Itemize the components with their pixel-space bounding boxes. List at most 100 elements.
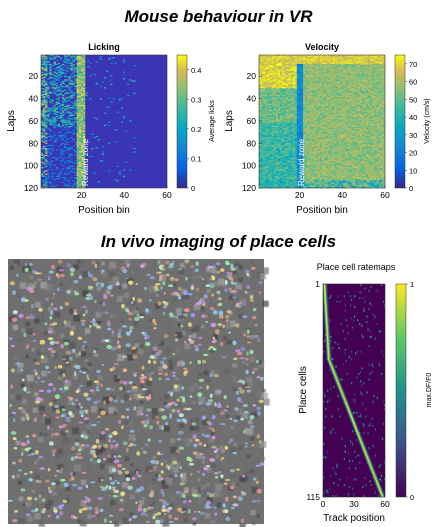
heatmap-cell	[345, 101, 348, 103]
heatmap-cell	[315, 60, 318, 62]
heatmap-cell	[277, 103, 281, 106]
heatmap-cell	[378, 67, 381, 69]
heatmap-cell	[290, 103, 293, 106]
heatmap-cell	[376, 60, 379, 62]
heatmap-cell	[83, 143, 86, 145]
heatmap-cell	[294, 90, 297, 92]
heatmap-cell	[319, 55, 323, 57]
heatmap-cell	[359, 80, 363, 82]
heatmap-cell	[74, 100, 77, 102]
heatmap-cell	[370, 78, 373, 80]
heatmap-cell	[74, 151, 77, 153]
heatmap-cell	[332, 77, 335, 79]
heatmap-cell	[49, 70, 52, 72]
heatmap-cell	[309, 92, 312, 94]
heatmap-cell	[326, 99, 329, 101]
heatmap-cell	[45, 104, 48, 107]
heatmap-cell	[57, 67, 61, 69]
heatmap-cell	[45, 118, 48, 120]
heatmap-cell	[382, 87, 386, 89]
heatmap-cell	[62, 104, 65, 107]
heatmap-cell	[49, 91, 52, 93]
heatmap-cell	[277, 111, 281, 113]
heatmap-cell	[372, 113, 375, 115]
heatmap-cell	[78, 180, 82, 182]
heatmap-cell	[347, 115, 350, 118]
heatmap-cell	[296, 58, 300, 60]
heatmap-cell	[351, 115, 354, 118]
heatmap-cell	[380, 114, 384, 117]
heatmap-cell	[345, 91, 348, 93]
heatmap-cell	[340, 78, 344, 80]
heatmap-cell	[361, 84, 365, 87]
heatmap-cell	[305, 103, 308, 106]
heatmap-cell	[76, 140, 79, 142]
heatmap-cell	[317, 88, 321, 90]
heatmap-cell	[263, 101, 266, 103]
heatmap-cell	[309, 105, 312, 108]
heatmap-cell	[326, 94, 329, 97]
heatmap-cell	[76, 133, 79, 135]
heatmap-cell	[317, 118, 321, 120]
heatmap-cell	[366, 104, 369, 107]
heatmap-cell	[269, 94, 272, 97]
heatmap-cell	[370, 102, 373, 104]
heatmap-cell	[307, 55, 310, 57]
heatmap-cell	[355, 69, 358, 71]
heatmap-cell	[343, 104, 346, 107]
heatmap-cell	[361, 104, 365, 107]
heatmap-cell	[76, 115, 79, 118]
heatmap-cell	[315, 109, 318, 111]
heatmap-cell	[282, 118, 285, 120]
heatmap-cell	[361, 107, 365, 109]
heatmap-cell	[380, 118, 384, 120]
heatmap-cell	[328, 92, 331, 94]
heatmap-cell	[328, 87, 331, 89]
heatmap-cell	[83, 100, 86, 102]
heatmap-cell	[305, 56, 308, 58]
heatmap-cell	[361, 119, 365, 121]
heatmap-cell	[43, 122, 46, 124]
heatmap-cell	[307, 57, 310, 59]
heatmap-cell	[277, 73, 281, 76]
heatmap-cell	[330, 111, 333, 113]
heatmap-cell	[68, 83, 71, 86]
heatmap-cell	[326, 69, 329, 71]
heatmap-cell	[275, 90, 279, 92]
heatmap-cell	[116, 111, 119, 113]
heatmap-cell	[336, 74, 339, 77]
heatmap-cell	[273, 99, 276, 101]
heatmap-cell	[380, 60, 384, 62]
heatmap-cell	[378, 89, 381, 91]
heatmap-cell	[57, 178, 61, 180]
heatmap-cell	[53, 110, 56, 112]
heatmap-cell	[349, 110, 352, 112]
heatmap-cell	[309, 63, 312, 66]
heatmap-cell	[355, 76, 358, 78]
heatmap-cell	[267, 78, 270, 80]
heatmap-cell	[41, 66, 44, 68]
heatmap-cell	[57, 131, 61, 133]
heatmap-cell	[366, 66, 369, 68]
heatmap-cell	[269, 120, 272, 122]
heatmap-cell	[99, 160, 103, 162]
heatmap-cell	[322, 57, 325, 59]
heatmap-cell	[324, 119, 327, 121]
heatmap-cell	[347, 72, 350, 74]
heatmap-cell	[324, 57, 327, 59]
heatmap-cell	[332, 90, 335, 92]
heatmap-cell	[72, 56, 75, 58]
heatmap-cell	[271, 102, 274, 104]
heatmap-cell	[328, 89, 331, 91]
heatmap-cell	[66, 132, 69, 134]
heatmap-cell	[309, 87, 312, 89]
heatmap-cell	[72, 92, 75, 94]
heatmap-cell	[361, 118, 365, 120]
heatmap-cell	[277, 62, 281, 65]
heatmap-cell	[340, 55, 344, 57]
heatmap-cell	[345, 60, 348, 62]
heatmap-cell	[322, 115, 325, 118]
heatmap-cell	[66, 120, 69, 122]
heatmap-cell	[364, 83, 367, 86]
heatmap-cell	[53, 119, 56, 121]
